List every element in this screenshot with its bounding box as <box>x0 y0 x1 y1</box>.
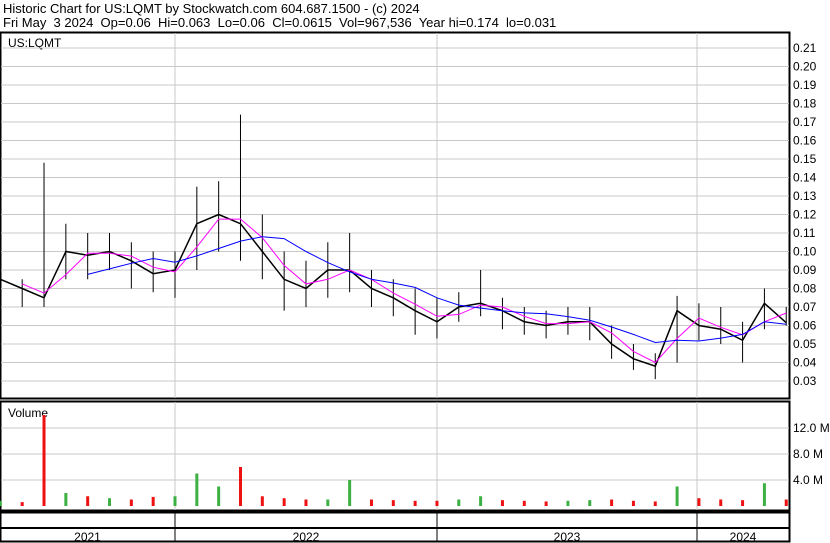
volume-bar <box>64 493 68 506</box>
volume-bar <box>675 486 679 506</box>
price-tick-label: 0.20 <box>793 60 817 74</box>
volume-bar <box>326 499 330 506</box>
price-tick-label: 0.06 <box>793 319 817 333</box>
volume-bar <box>741 500 745 506</box>
volume-bar <box>151 496 155 506</box>
volume-bar <box>42 415 46 506</box>
volume-tick-label: 8.0 M <box>793 447 823 461</box>
volume-bar <box>697 498 701 506</box>
volume-bar <box>238 467 242 506</box>
volume-bar <box>544 501 548 506</box>
volume-bar <box>457 499 461 506</box>
price-tick-label: 0.07 <box>793 300 817 314</box>
price-tick-label: 0.11 <box>793 226 816 240</box>
short-moving-average-line <box>22 218 787 364</box>
volume-bar <box>631 500 635 506</box>
volume-bar <box>0 500 2 506</box>
volume-bar <box>348 480 352 506</box>
volume-bar <box>413 500 417 506</box>
year-label: 2021 <box>74 530 101 543</box>
price-tick-label: 0.05 <box>793 337 817 351</box>
price-tick-label: 0.18 <box>793 97 817 111</box>
price-tick-label: 0.13 <box>793 189 817 203</box>
volume-bar <box>369 499 373 506</box>
volume-bar <box>500 500 504 506</box>
price-tick-label: 0.08 <box>793 282 817 296</box>
price-tick-label: 0.17 <box>793 115 817 129</box>
volume-bar <box>784 499 788 506</box>
symbol-label: US:LQMT <box>8 36 62 50</box>
price-tick-label: 0.15 <box>793 152 817 166</box>
volume-bar <box>719 499 723 506</box>
price-tick-label: 0.16 <box>793 134 817 148</box>
quote-line: Fri May 3 2024 Op=0.06 Hi=0.063 Lo=0.06 … <box>3 15 557 30</box>
volume-bar <box>217 486 221 506</box>
volume-tick-label: 4.0 M <box>793 473 823 487</box>
volume-bar <box>391 500 395 506</box>
price-line <box>0 213 787 368</box>
price-tick-label: 0.04 <box>793 356 817 370</box>
volume-tick-label: 12.0 M <box>793 421 830 435</box>
volume-bar <box>522 500 526 506</box>
volume-bar <box>479 496 483 506</box>
year-label: 2023 <box>554 530 581 543</box>
volume-bar <box>435 500 439 506</box>
volume-bar <box>282 498 286 506</box>
price-tick-label: 0.12 <box>793 208 817 222</box>
volume-bar <box>762 483 766 506</box>
volume-bar <box>304 499 308 506</box>
volume-bar <box>108 498 112 506</box>
volume-bar <box>588 500 592 506</box>
chart-title: Historic Chart for US:LQMT by Stockwatch… <box>3 1 420 16</box>
year-label: 2022 <box>293 530 320 543</box>
price-tick-label: 0.03 <box>793 374 817 388</box>
price-tick-label: 0.14 <box>793 171 817 185</box>
volume-label: Volume <box>8 406 48 420</box>
price-tick-label: 0.19 <box>793 78 817 92</box>
volume-bar <box>260 496 264 506</box>
year-label: 2024 <box>730 530 757 543</box>
volume-bar <box>20 502 24 506</box>
price-tick-label: 0.21 <box>793 41 817 55</box>
price-tick-label: 0.09 <box>793 263 817 277</box>
volume-panel-frame <box>0 400 791 512</box>
volume-bar <box>86 496 90 506</box>
price-tick-label: 0.10 <box>793 245 817 259</box>
volume-bar <box>129 499 133 506</box>
volume-bar <box>610 499 614 506</box>
volume-bar <box>566 500 570 506</box>
volume-bar <box>195 473 199 506</box>
volume-bar <box>173 496 177 506</box>
long-moving-average-line <box>87 236 787 344</box>
volume-bar <box>653 501 657 506</box>
price-panel-frame <box>0 31 791 400</box>
